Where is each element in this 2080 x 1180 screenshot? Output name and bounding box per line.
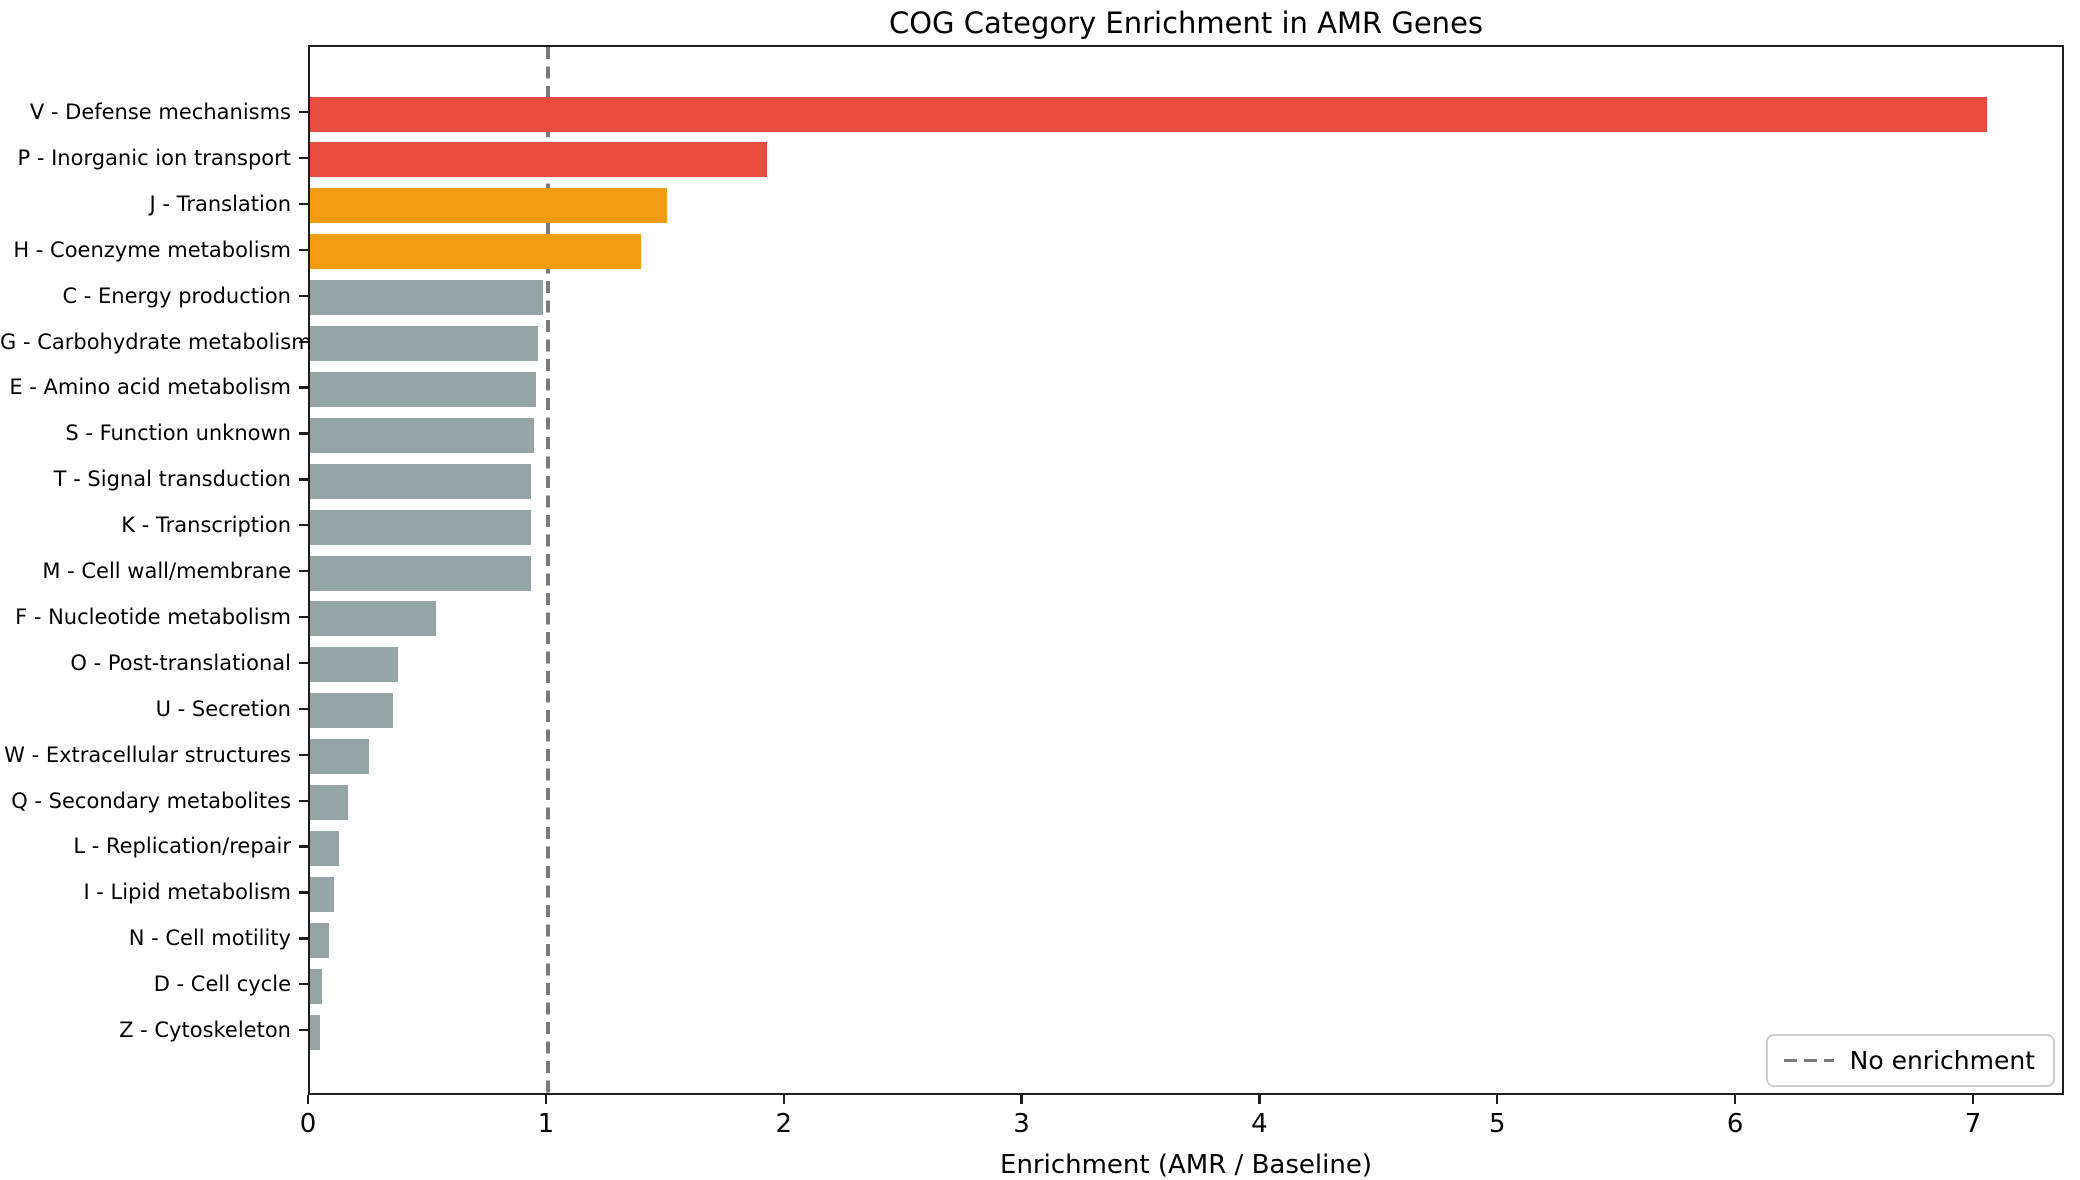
y-tick-D bbox=[299, 983, 308, 986]
y-axis-label-O: O - Post-translational bbox=[70, 650, 291, 675]
x-tick-label-3: 3 bbox=[1013, 1109, 1030, 1139]
y-tick-O bbox=[299, 661, 308, 665]
y-tick-I bbox=[299, 891, 308, 894]
x-tick-0 bbox=[306, 1095, 310, 1104]
bar-T bbox=[310, 463, 532, 499]
bar-U bbox=[310, 693, 394, 729]
bar-I bbox=[310, 876, 334, 912]
plot-area: No enrichment bbox=[308, 45, 2064, 1095]
y-tick-Z bbox=[299, 1029, 308, 1032]
bar-S bbox=[310, 417, 534, 453]
y-axis-label-L: L - Replication/repair bbox=[73, 834, 291, 859]
chart-title: COG Category Enrichment in AMR Genes bbox=[888, 6, 1484, 40]
bar-P bbox=[310, 142, 767, 178]
y-axis-label-Q: Q - Secondary metabolites bbox=[11, 788, 291, 813]
y-tick-P bbox=[299, 156, 308, 160]
y-axis-label-N: N - Cell motility bbox=[128, 926, 291, 951]
y-tick-V bbox=[299, 111, 308, 114]
y-axis-label-V: V - Defense mechanisms bbox=[29, 100, 291, 124]
y-tick-C bbox=[299, 294, 308, 297]
y-axis-label-K: K - Transcription bbox=[121, 513, 291, 538]
bar-F bbox=[310, 601, 437, 637]
y-tick-H bbox=[299, 248, 308, 252]
x-tick-6 bbox=[1733, 1095, 1737, 1104]
y-axis-label-F: F - Nucleotide metabolism bbox=[15, 604, 291, 629]
x-tick-label-1: 1 bbox=[537, 1109, 555, 1139]
y-tick-M bbox=[299, 570, 308, 573]
y-axis-label-T: T - Signal transduction bbox=[53, 467, 291, 492]
x-tick-2 bbox=[782, 1095, 785, 1104]
bar-N bbox=[310, 922, 330, 958]
y-tick-T bbox=[299, 478, 308, 481]
y-axis-label-G: G - Carbohydrate metabolism bbox=[0, 329, 312, 354]
x-tick-4 bbox=[1258, 1095, 1261, 1104]
y-tick-S bbox=[299, 432, 308, 435]
bar-K bbox=[310, 509, 532, 545]
y-axis-label-Z: Z - Cytoskeleton bbox=[119, 1018, 291, 1042]
y-axis-label-H: H - Coenzyme metabolism bbox=[13, 237, 291, 262]
y-tick-U bbox=[299, 707, 308, 711]
legend-label: No enrichment bbox=[1849, 1046, 2035, 1075]
x-tick-5 bbox=[1496, 1095, 1499, 1104]
bar-C bbox=[310, 280, 544, 316]
bar-O bbox=[310, 647, 398, 683]
y-tick-G bbox=[299, 340, 308, 343]
bar-D bbox=[310, 968, 322, 1004]
y-tick-F bbox=[299, 615, 308, 619]
y-tick-E bbox=[299, 386, 308, 389]
y-axis-label-C: C - Energy production bbox=[62, 283, 291, 308]
y-tick-Q bbox=[299, 799, 308, 802]
dashed-line-icon bbox=[1783, 1058, 1834, 1063]
bar-Q bbox=[310, 785, 349, 820]
y-tick-K bbox=[299, 524, 308, 527]
x-tick-7 bbox=[1971, 1095, 1975, 1104]
x-tick-label-0: 0 bbox=[299, 1109, 317, 1139]
bar-V bbox=[310, 96, 1987, 132]
x-tick-label-2: 2 bbox=[775, 1109, 792, 1139]
y-axis-label-J: J - Translation bbox=[149, 191, 291, 216]
y-axis-label-I: I - Lipid metabolism bbox=[83, 880, 291, 905]
y-axis-label-S: S - Function unknown bbox=[65, 421, 291, 446]
x-tick-label-5: 5 bbox=[1489, 1109, 1506, 1139]
bar-H bbox=[310, 234, 641, 270]
x-axis-label: Enrichment (AMR / Baseline) bbox=[1000, 1150, 1372, 1180]
no-enrichment-reference-line bbox=[546, 47, 550, 1093]
y-axis-label-W: W - Extracellular structures bbox=[4, 742, 291, 767]
y-axis-label-U: U - Secretion bbox=[155, 696, 291, 721]
y-axis-label-P: P - Inorganic ion transport bbox=[17, 145, 291, 170]
x-tick-label-6: 6 bbox=[1726, 1109, 1744, 1139]
y-tick-W bbox=[299, 753, 308, 756]
bar-L bbox=[310, 830, 339, 866]
bar-J bbox=[310, 188, 667, 224]
y-tick-J bbox=[299, 202, 308, 206]
bar-E bbox=[310, 371, 536, 407]
y-tick-L bbox=[299, 845, 308, 848]
y-axis-label-D: D - Cell cycle bbox=[153, 972, 291, 997]
y-axis-label-E: E - Amino acid metabolism bbox=[9, 375, 291, 400]
x-tick-1 bbox=[544, 1095, 548, 1104]
x-tick-label-4: 4 bbox=[1251, 1109, 1268, 1139]
legend: No enrichment bbox=[1765, 1034, 2055, 1087]
bar-Z bbox=[310, 1014, 320, 1050]
x-tick-3 bbox=[1020, 1095, 1023, 1104]
y-tick-N bbox=[299, 937, 308, 940]
y-axis-label-M: M - Cell wall/membrane bbox=[42, 559, 291, 583]
bar-W bbox=[310, 739, 370, 775]
bar-G bbox=[310, 326, 539, 361]
x-tick-label-7: 7 bbox=[1964, 1109, 1982, 1139]
bar-M bbox=[310, 555, 532, 591]
